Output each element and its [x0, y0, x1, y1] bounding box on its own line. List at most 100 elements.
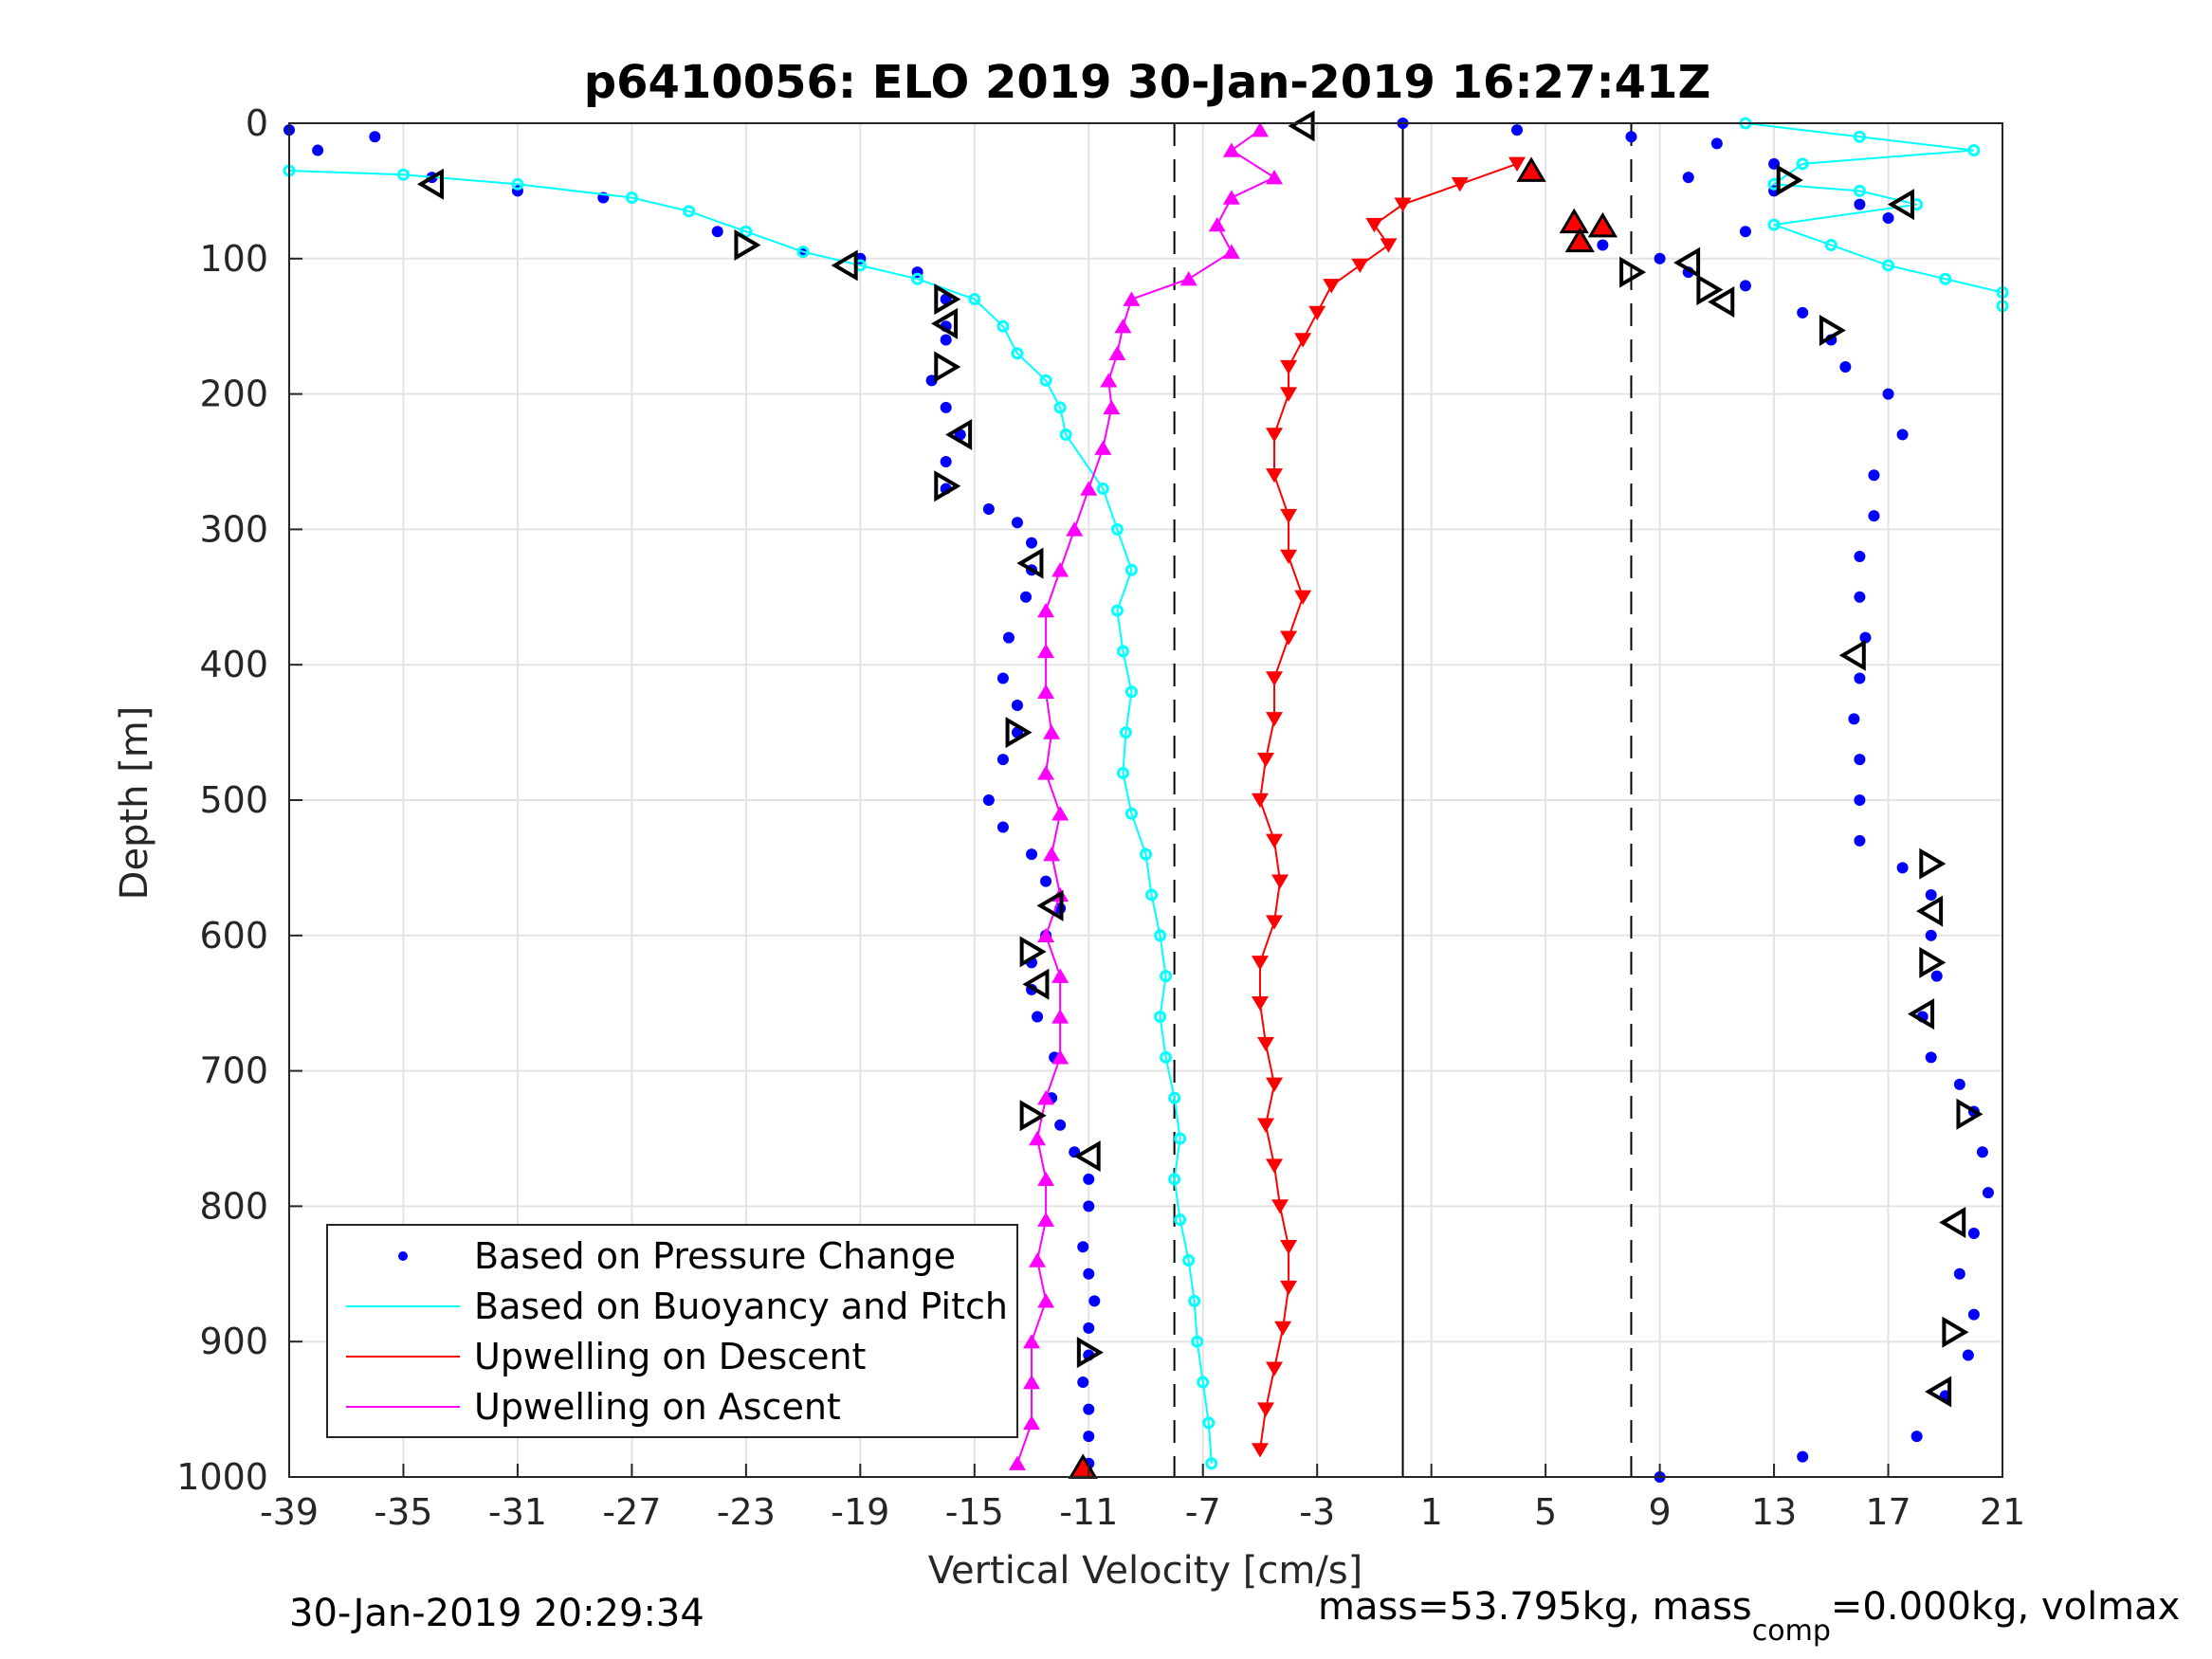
- marker-triangle: [1073, 1140, 1101, 1173]
- data-point: [1280, 1280, 1298, 1296]
- data-point: [1123, 291, 1141, 306]
- data-point: [1953, 1078, 1965, 1090]
- data-point: [1854, 754, 1866, 766]
- data-point: [1251, 1443, 1269, 1458]
- marker-triangle: [1673, 246, 1701, 279]
- data-point: [1208, 217, 1226, 232]
- data-point: [1116, 645, 1129, 658]
- marker-triangle: [1708, 285, 1735, 318]
- data-point: [1853, 184, 1866, 197]
- data-point: [911, 272, 924, 285]
- marker-triangle: [831, 249, 858, 282]
- data-point: [1179, 271, 1197, 286]
- data-point: [1266, 915, 1284, 930]
- data-point: [1848, 713, 1860, 725]
- data-point: [1797, 306, 1809, 319]
- data-point: [1051, 1049, 1069, 1065]
- legend-label: Based on Pressure Change: [474, 1235, 956, 1277]
- data-point: [1051, 968, 1069, 983]
- data-point: [982, 794, 995, 806]
- x-tick-label: -7: [1185, 1491, 1221, 1533]
- data-point: [1051, 562, 1069, 577]
- y-tick-label: 900: [199, 1321, 268, 1362]
- footer-timestamp: 30-Jan-2019 20:29:34: [289, 1592, 704, 1635]
- data-point: [1077, 1241, 1089, 1253]
- series-pressure_markers_ascent: [416, 168, 1104, 1369]
- data-point: [1308, 305, 1326, 321]
- data-point: [1114, 319, 1132, 334]
- x-tick-label: -27: [602, 1491, 661, 1533]
- data-point: [711, 226, 723, 238]
- data-point: [1256, 1036, 1274, 1052]
- marker-triangle: [1696, 274, 1724, 306]
- marker-triangle: [1016, 547, 1044, 579]
- data-point: [1451, 177, 1469, 192]
- data-point: [1939, 272, 1952, 285]
- data-point: [1029, 1252, 1047, 1267]
- y-tick-label: 600: [199, 915, 268, 957]
- data-point: [1266, 712, 1284, 727]
- data-point: [1266, 1077, 1284, 1092]
- data-point: [1168, 1173, 1181, 1186]
- x-tick-label: 13: [1751, 1491, 1797, 1533]
- data-point: [1511, 124, 1524, 137]
- data-point: [1967, 144, 1981, 157]
- data-point: [1625, 131, 1637, 143]
- data-point: [1274, 1321, 1292, 1337]
- data-point: [1351, 258, 1369, 274]
- data-point: [1011, 347, 1024, 360]
- marker-triangle: [1019, 936, 1047, 968]
- data-point: [1280, 630, 1298, 646]
- data-point: [1040, 875, 1052, 887]
- x-tick-label: -11: [1059, 1491, 1118, 1533]
- data-point: [1124, 563, 1138, 576]
- data-point: [1053, 401, 1067, 414]
- data-point: [1251, 122, 1269, 137]
- data-point: [1037, 1212, 1055, 1227]
- data-point: [1910, 1431, 1923, 1443]
- data-point: [1083, 1431, 1095, 1443]
- data-point: [1797, 1450, 1809, 1463]
- data-point: [1026, 537, 1038, 549]
- data-point: [1083, 1173, 1095, 1185]
- marker-triangle: [1516, 156, 1546, 182]
- data-point: [1094, 440, 1112, 455]
- marker-triangle: [1942, 1316, 1969, 1348]
- x-tick-label: -35: [374, 1491, 432, 1533]
- chart-title: p6410056: ELO 2019 30-Jan-2019 16:27:41Z: [584, 56, 1711, 109]
- data-point: [1365, 217, 1383, 233]
- data-point: [1103, 399, 1121, 415]
- data-point: [996, 319, 1010, 333]
- marker-triangle: [1919, 946, 1947, 978]
- x-tick-label: 21: [1980, 1491, 2025, 1533]
- data-point: [1222, 142, 1240, 157]
- data-point: [1002, 631, 1015, 644]
- data-point: [1205, 1457, 1218, 1470]
- data-point: [1222, 190, 1240, 205]
- data-point: [1011, 700, 1023, 712]
- marker-triangle: [1887, 189, 1914, 221]
- y-tick-label: 1000: [176, 1456, 268, 1498]
- data-point: [1710, 137, 1723, 150]
- data-point: [683, 205, 696, 218]
- data-point: [1256, 1402, 1274, 1417]
- data-point: [1051, 1009, 1069, 1024]
- data-point: [1043, 847, 1061, 862]
- marker-triangle: [1819, 314, 1846, 346]
- marker-triangle: [1559, 208, 1589, 234]
- data-point: [1124, 807, 1138, 820]
- data-point: [1925, 929, 1937, 941]
- data-point: [1124, 685, 1138, 699]
- data-point: [1256, 1118, 1274, 1133]
- marker-triangle: [1564, 227, 1595, 253]
- y-tick-label: 800: [199, 1185, 268, 1227]
- data-point: [1140, 848, 1152, 861]
- series-line-buoyancy_descent: [1745, 122, 2003, 306]
- data-point: [1083, 1200, 1095, 1212]
- data-point: [1251, 956, 1269, 971]
- data-point: [1023, 1374, 1041, 1390]
- y-tick-label: 0: [246, 102, 268, 144]
- data-point: [1394, 197, 1412, 212]
- data-point: [1967, 1308, 1980, 1321]
